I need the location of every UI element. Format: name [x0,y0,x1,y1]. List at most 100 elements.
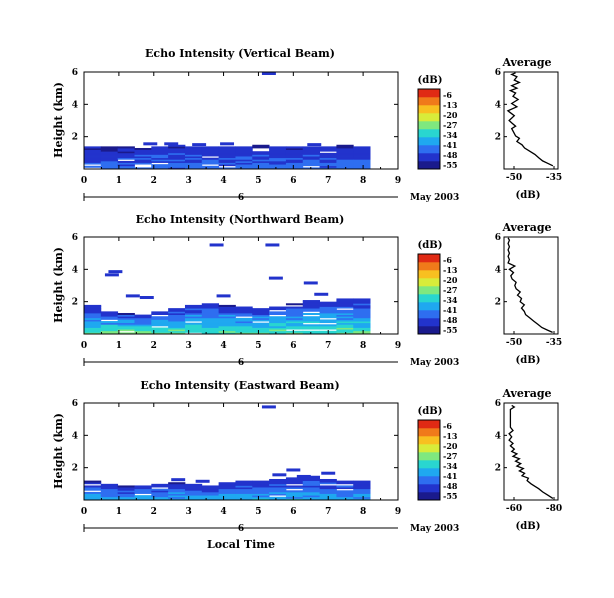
heatmap-cell [84,306,102,309]
x-tick-label: 2 [151,341,157,351]
heatmap-cell [100,330,119,333]
heatmap-cell [201,325,220,328]
x-tick-label: 9 [395,507,401,517]
heatmap-cell [201,324,220,327]
heatmap-cell [302,303,321,306]
heatmap-cell [302,164,321,167]
heatmap-cell [201,498,220,501]
heatmap-cell [353,154,371,157]
y-axis-label: Height (km) [52,82,65,158]
heatmap-cell [201,162,220,165]
heatmap-cell [151,483,169,486]
heatmap-cell [302,167,321,170]
heatmap-cell [285,157,304,160]
heatmap-cell [168,311,186,314]
heatmap-cell [168,309,186,312]
heatmap-cell [302,162,321,165]
heatmap-cell [151,495,169,498]
heatmap-cell [100,159,119,162]
heatmap-cell [252,317,270,320]
heatmap-cell [252,154,270,157]
heatmap-cell [134,488,152,491]
colorbar-swatch [418,444,440,453]
heatmap-cell [353,157,371,160]
heatmap-cell [269,482,287,485]
heatmap-cell [201,159,220,162]
heatmap-cell [117,496,135,499]
x-tick-label: 2 [151,507,157,517]
heatmap-cell [235,167,253,170]
heatmap-cell [285,314,304,317]
heatmap-cell [100,322,119,325]
day-axis: 6 [83,193,398,203]
heatmap-cell [84,146,102,149]
heatmap-cell [168,156,186,159]
heatmap-cell [269,157,287,160]
y-tick-label: 6 [72,68,78,78]
heatmap-cell [151,327,169,330]
heatmap-cell [151,159,169,162]
heatmap-cell [218,308,236,311]
heatmap-title: Echo Intensity (Northward Beam) [136,213,345,226]
heatmap-cell [184,495,203,498]
heatmap-cell [319,146,337,149]
heatmap-cell [168,321,186,324]
profile-y-tick-label: 6 [495,399,501,409]
colorbar-swatch [418,452,440,461]
colorbar-tick-label: -55 [443,160,457,170]
colorbar-tick-label: -20 [443,441,458,451]
heatmap-cell [201,165,220,168]
heatmap-cell [117,152,135,155]
heatmap-cell [235,314,253,317]
isolated-echo [125,294,140,298]
heatmap-cell [218,160,236,163]
heatmap-cell [285,321,304,324]
heatmap-cell [151,496,169,499]
heatmap-cell [184,154,203,157]
heatmap-cell [100,151,119,154]
heatmap-cell [117,317,135,320]
heatmap-cell [201,151,220,154]
heatmap-cell [117,146,135,149]
heatmap-cell [218,309,236,312]
heatmap-cell [84,332,102,335]
colorbar-swatch [418,97,440,106]
heatmap-cell [201,147,220,150]
profile-x-tick-label: -80 [546,504,562,514]
heatmap-cell [117,485,135,488]
heatmap-cell [285,306,304,309]
heatmap-cell [269,498,287,501]
heatmap-cell [184,308,203,311]
heatmap-cell [319,493,337,496]
heatmap-cell [353,151,371,154]
heatmap-cell [100,498,119,501]
heatmap-cell [302,309,321,312]
heatmap-cell [336,298,354,301]
colorbar-swatch [418,294,440,303]
heatmap-cell [336,156,354,159]
heatmap-cell [168,316,186,319]
heatmap-cell [269,322,287,325]
heatmap-cell [235,152,253,155]
heatmap-cell [302,330,321,333]
heatmap-cell [134,314,152,317]
heatmap-cell [117,164,135,167]
heatmap-cell [252,309,270,312]
heatmap-cell [302,300,321,303]
heatmap-cell [168,496,186,499]
x-tick-label: 6 [290,176,296,186]
heatmap-cell [353,317,371,320]
y-tick-label: 4 [72,431,78,441]
heatmap-cell [353,485,371,488]
heatmap-cell [184,327,203,330]
heatmap-cell [184,491,203,494]
heatmap-cell [269,324,287,327]
average-profile: 6 4 2 -50 -35 [495,68,562,183]
heatmap-cell [319,316,337,319]
heatmap-cell [302,319,321,322]
profile-title: Average [501,56,551,69]
heatmap-cell [84,325,102,328]
heatmap-cell [235,487,253,490]
heatmap-cell [201,329,220,332]
heatmap-cell [235,324,253,327]
